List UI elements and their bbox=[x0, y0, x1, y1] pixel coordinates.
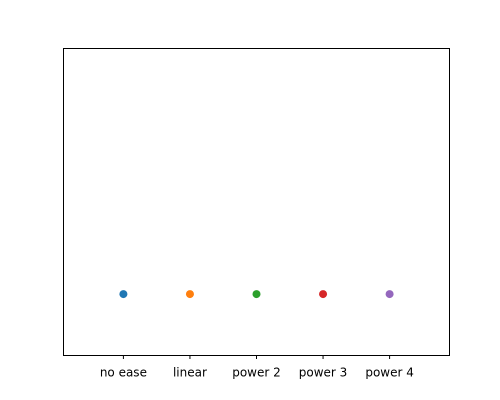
data-point-0 bbox=[119, 290, 128, 299]
x-tick-label-1: linear bbox=[173, 366, 207, 380]
x-tick-label-3: power 3 bbox=[299, 366, 348, 380]
data-point-2 bbox=[252, 290, 261, 299]
data-point-1 bbox=[185, 290, 194, 299]
axes-frame bbox=[63, 48, 450, 356]
data-point-3 bbox=[319, 290, 328, 299]
x-tick-label-4: power 4 bbox=[365, 366, 414, 380]
data-points bbox=[119, 290, 394, 299]
x-axis-ticks: no ease linear power 2 power 3 power 4 bbox=[100, 355, 414, 380]
data-point-4 bbox=[385, 290, 394, 299]
x-tick-label-2: power 2 bbox=[232, 366, 281, 380]
x-tick-label-0: no ease bbox=[100, 366, 147, 380]
